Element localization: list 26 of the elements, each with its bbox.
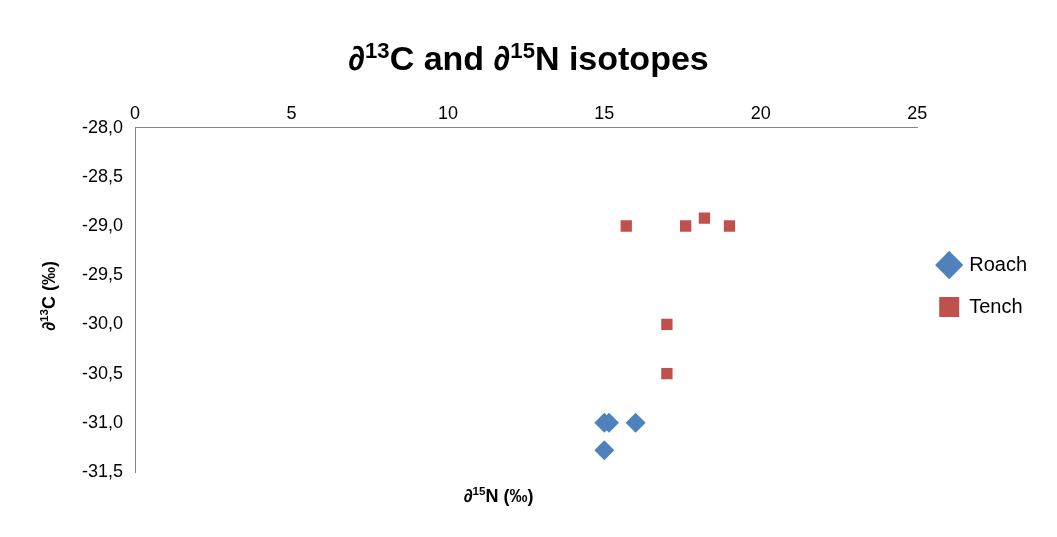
chart-title: ∂$^{13}$C and ∂$^{15}$N isotopes xyxy=(347,38,710,79)
x-tick-label: 25 xyxy=(907,102,928,123)
y-tick-label: -29,0 xyxy=(82,214,124,235)
y-tick-label: -29,5 xyxy=(82,264,124,285)
x-tick-label: 10 xyxy=(437,102,458,123)
point xyxy=(698,212,711,224)
point xyxy=(594,440,615,461)
y-tick-label: -30,0 xyxy=(82,313,124,334)
point xyxy=(620,220,632,232)
x-tick-label: 15 xyxy=(594,102,615,123)
y-tick-label: -28,0 xyxy=(82,116,124,137)
y-tick-label: -30,5 xyxy=(82,362,124,383)
x-tick-label: 20 xyxy=(750,102,771,123)
legend-label: Roach xyxy=(969,252,1027,275)
point xyxy=(661,318,673,331)
x-tick-label: 0 xyxy=(130,102,141,123)
x-axis-title: ∂$^{15}$N (‰) xyxy=(462,484,535,507)
y-tick-label: -28,5 xyxy=(82,165,124,186)
y-tick-label: -31,0 xyxy=(82,411,124,432)
point xyxy=(661,367,673,380)
y-tick-label: -31,5 xyxy=(82,460,124,481)
point xyxy=(723,220,736,232)
legend-label: Tench xyxy=(969,294,1023,317)
point xyxy=(625,412,646,433)
point xyxy=(680,220,692,232)
x-tick-label: 5 xyxy=(286,102,297,123)
